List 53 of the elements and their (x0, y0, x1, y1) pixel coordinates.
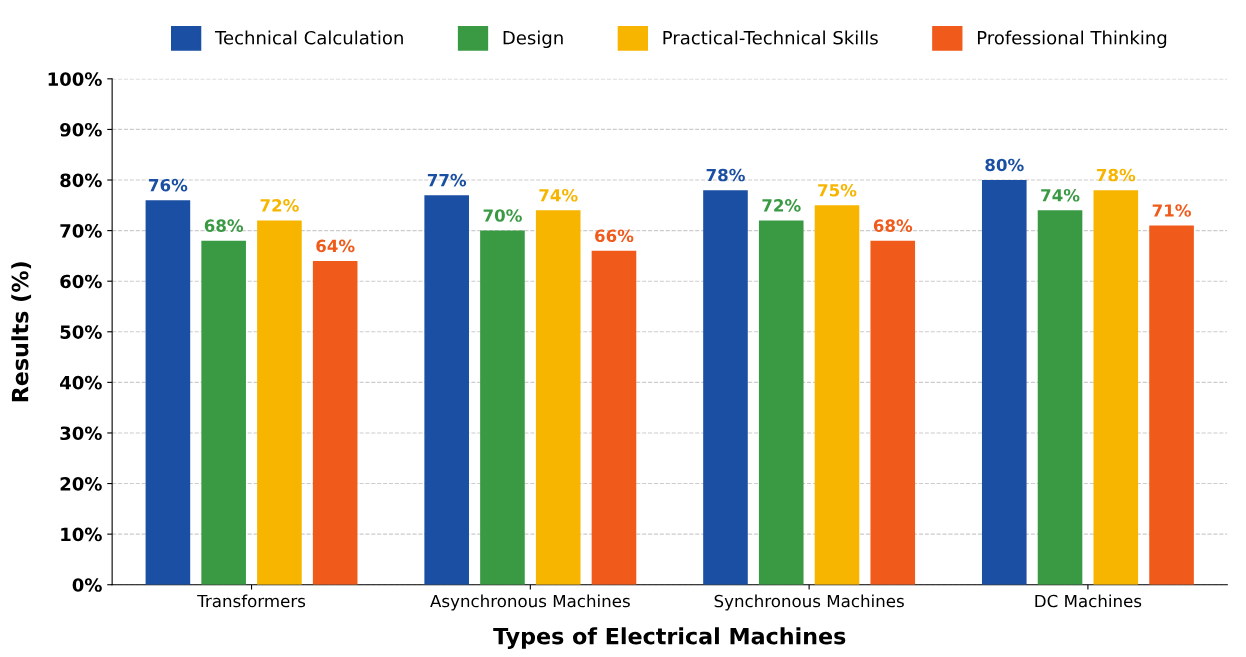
bar (312, 260, 358, 585)
bar (1149, 225, 1194, 585)
y-tick-label: 30% (60, 426, 102, 441)
legend-label: Practical-Technical Skills (663, 30, 878, 45)
bar (703, 190, 748, 585)
data-label: 71% (1152, 204, 1191, 217)
data-label: 78% (1096, 168, 1136, 182)
bar (424, 195, 469, 585)
y-tick-label: 100% (48, 72, 102, 86)
bar (1037, 210, 1083, 585)
data-label: 68% (204, 219, 244, 232)
legend-label: Technical Calculation (214, 30, 403, 45)
x-tick-label: Asynchronous Machines (430, 594, 630, 611)
data-label: 80% (985, 158, 1024, 172)
data-label: 74% (539, 188, 578, 202)
y-tick-label: 50% (60, 325, 102, 339)
data-label: 74% (1041, 188, 1080, 202)
bar (981, 180, 1027, 585)
bar (758, 220, 804, 585)
data-label: 72% (260, 199, 299, 212)
data-label: 77% (427, 173, 467, 187)
y-tick-label: 10% (61, 527, 102, 542)
bar (257, 220, 302, 585)
data-label: 66% (595, 229, 634, 243)
y-tick-label: 40% (60, 375, 102, 390)
data-label: 72% (762, 199, 801, 212)
data-label: 64% (316, 239, 355, 253)
legend-label: Professional Thinking (977, 30, 1167, 49)
data-label: 78% (706, 168, 745, 182)
y-tick-label: 70% (60, 224, 102, 238)
y-tick-label: 90% (60, 122, 102, 137)
bar (201, 240, 246, 585)
y-tick-label: 60% (60, 274, 102, 289)
bar (870, 240, 916, 585)
y-axis-title: Results (%) (11, 262, 32, 402)
y-tick-label: 20% (60, 477, 102, 491)
bar (480, 230, 525, 585)
bar (535, 210, 581, 585)
legend-label: Design (503, 30, 563, 49)
y-tick-label: 80% (60, 173, 102, 188)
data-label: 68% (873, 219, 913, 232)
x-tick-label: DC Machines (1035, 594, 1142, 608)
bar (1093, 190, 1139, 585)
y-tick-label: 0% (72, 578, 102, 592)
bar (814, 205, 860, 585)
x-tick-label: Transformers (197, 594, 306, 608)
bar (591, 250, 637, 585)
bar (145, 200, 191, 585)
x-axis-title: Types of Electrical Machines (493, 627, 846, 649)
data-label: 76% (149, 178, 188, 192)
x-tick-label: Synchronous Machines (714, 594, 904, 611)
data-label: 75% (818, 183, 857, 197)
data-label: 70% (483, 209, 522, 222)
